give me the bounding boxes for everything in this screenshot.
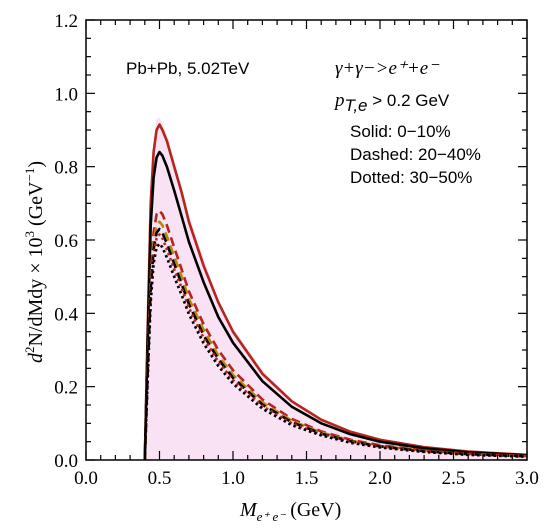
band-area bbox=[144, 117, 528, 460]
y-axis-title-sup3: 3 bbox=[22, 231, 37, 238]
series-line-solid-1 bbox=[143, 150, 528, 461]
x-tick-label: 1.0 bbox=[221, 468, 245, 489]
legend-solid: Solid: 0−10% bbox=[350, 122, 451, 141]
series-lines bbox=[143, 123, 528, 461]
annotation-cut-p: p bbox=[333, 90, 345, 111]
y-axis-title: d2N/dMdy × 103 (GeV−1) bbox=[22, 161, 47, 363]
legend-dotted: Dotted: 30−50% bbox=[350, 168, 472, 187]
y-tick-label: 1.0 bbox=[54, 84, 78, 105]
y-tick-label: 0.8 bbox=[54, 158, 78, 179]
annotation-system: Pb+Pb, 5.02TeV bbox=[126, 59, 250, 78]
annotation-cut-rest: > 0.2 GeV bbox=[368, 91, 450, 110]
x-tick-label: 3.0 bbox=[515, 468, 539, 489]
x-axis-title-main: M bbox=[239, 499, 258, 521]
y-axis-title-sup2: 2 bbox=[22, 347, 37, 354]
x-tick-label: 0.0 bbox=[74, 468, 98, 489]
x-tick-label: 0.5 bbox=[148, 468, 172, 489]
y-tick-label: 0.6 bbox=[54, 231, 78, 252]
series-line-solid-0 bbox=[143, 123, 528, 461]
annotation-cut: pT,e > 0.2 GeV bbox=[333, 90, 450, 115]
series-line-dotted-6 bbox=[143, 242, 528, 461]
y-tick-label: 0.2 bbox=[54, 378, 78, 399]
x-tick-label: 2.5 bbox=[442, 468, 466, 489]
annotation-cut-sub: T,e bbox=[345, 96, 368, 115]
y-tick-label: 0.0 bbox=[54, 451, 78, 472]
annotation-process: γ+γ−>e⁺+e⁻ bbox=[335, 58, 440, 79]
y-axis-title-supm1: −1 bbox=[22, 168, 37, 182]
x-axis-title: Me⁺ e⁻ (GeV) bbox=[239, 499, 341, 524]
y-tick-label: 0.4 bbox=[54, 304, 78, 325]
legend-dashed: Dashed: 20−40% bbox=[350, 145, 481, 164]
y-axis-title-close: ) bbox=[25, 161, 47, 168]
ticks: 0.0 0.5 1.0 1.5 2.0 2.5 3.0 0.0 0.2 0.4 0.6 0.8 1.0 1… bbox=[54, 11, 539, 489]
y-axis-title-unit: (GeV bbox=[25, 181, 47, 231]
series-line-dotted-5 bbox=[143, 233, 528, 461]
y-axis-title-d: d bbox=[25, 352, 47, 363]
x-axis-title-sub: e⁺ e⁻ bbox=[257, 509, 287, 524]
x-tick-label: 2.0 bbox=[368, 468, 392, 489]
x-axis-title-unit: (GeV) bbox=[285, 499, 341, 521]
y-axis-title-rest: N/dMdy × 10 bbox=[25, 237, 47, 346]
x-tick-label: 1.5 bbox=[295, 468, 319, 489]
y-tick-label: 1.2 bbox=[54, 11, 78, 32]
uncertainty-band bbox=[144, 117, 528, 460]
